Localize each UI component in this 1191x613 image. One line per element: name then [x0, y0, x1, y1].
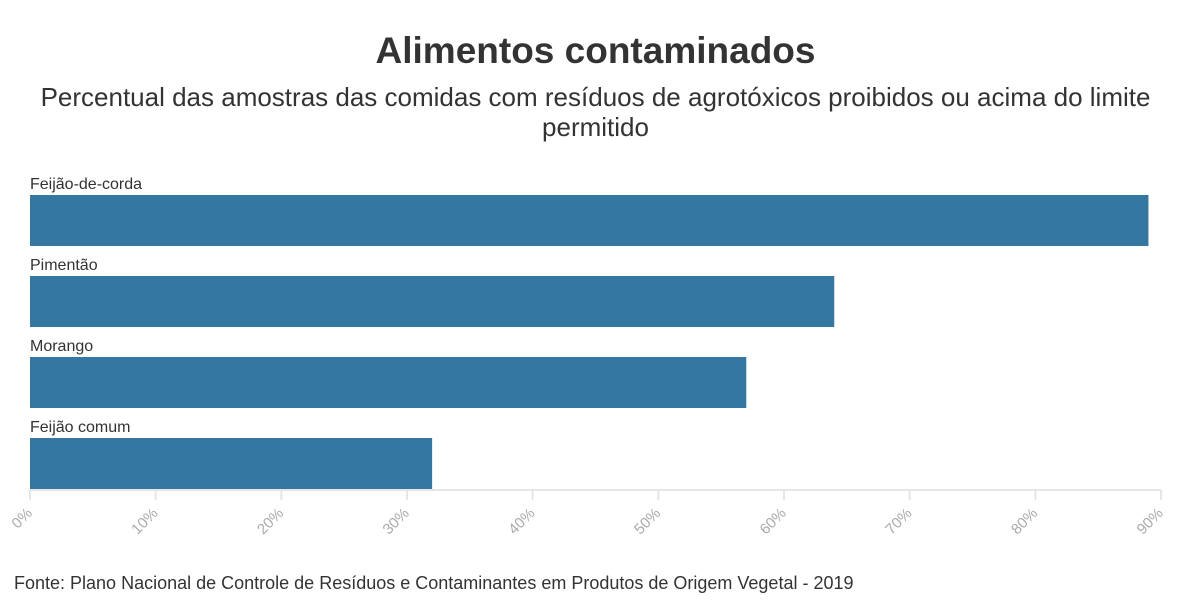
- chart-title: Alimentos contaminados: [375, 30, 816, 71]
- bar-morango: [30, 357, 747, 408]
- bar-piment-o: [30, 276, 835, 327]
- x-tick-label: 90%: [1134, 505, 1167, 538]
- x-tick-label: 70%: [882, 505, 915, 538]
- x-tick-label: 60%: [757, 505, 790, 538]
- x-tick-label: 50%: [631, 505, 664, 538]
- x-tick-label: 20%: [254, 505, 287, 538]
- source-note: Fonte: Plano Nacional de Controle de Res…: [14, 573, 854, 593]
- x-tick-label: 40%: [505, 505, 538, 538]
- bar-feij-o-comum: [30, 438, 433, 489]
- category-label: Pimentão: [30, 257, 98, 274]
- x-tick-label: 10%: [128, 505, 161, 538]
- x-tick-label: 30%: [380, 505, 413, 538]
- bar-feij-o-de-corda: [30, 195, 1149, 246]
- category-label: Morango: [30, 338, 93, 355]
- x-tick-label: 80%: [1008, 505, 1041, 538]
- x-tick-label: 0%: [8, 505, 35, 532]
- category-label: Feijão-de-corda: [30, 176, 142, 193]
- category-label: Feijão comum: [30, 419, 130, 436]
- chart-subtitle: Percentual das amostras das comidas com …: [40, 82, 1151, 142]
